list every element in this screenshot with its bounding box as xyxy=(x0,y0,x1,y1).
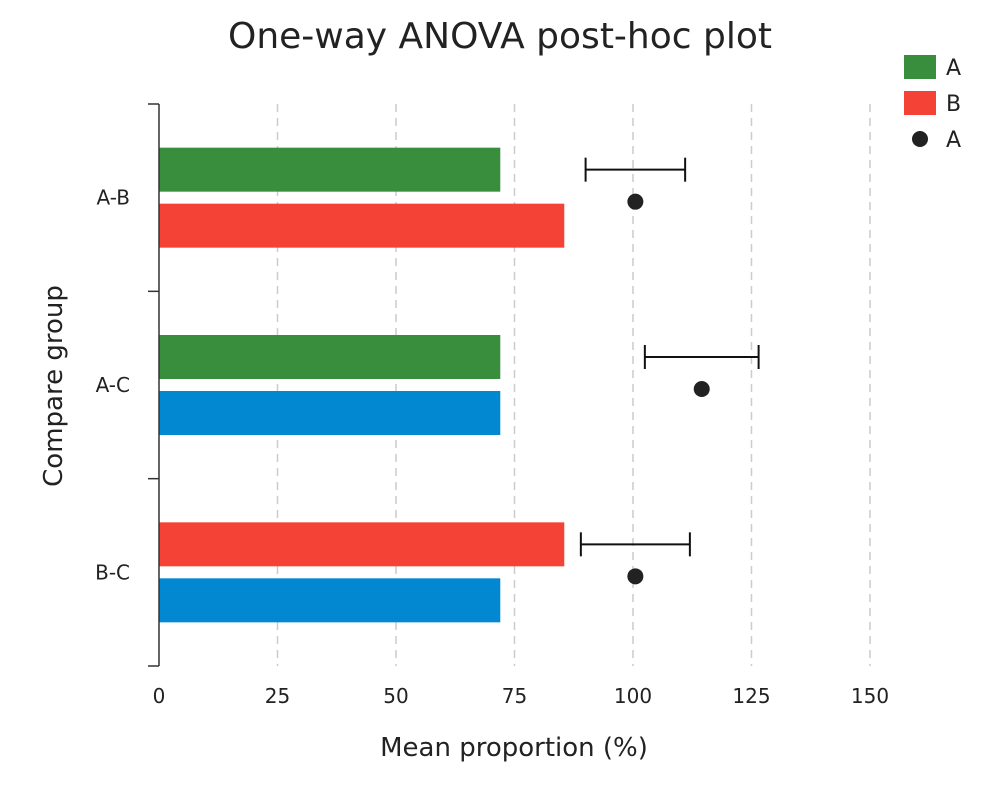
y-tick-label: A-C xyxy=(96,373,130,397)
legend-label: A xyxy=(946,128,961,153)
x-axis-label: Mean proportion (%) xyxy=(380,733,648,763)
x-ticks: 0 25 50 75 100 125 150 xyxy=(153,684,889,708)
bar xyxy=(159,203,565,248)
legend-swatch xyxy=(904,55,936,79)
bar xyxy=(159,578,501,623)
x-tick-label: 50 xyxy=(383,684,408,708)
legend-label: A xyxy=(946,56,961,81)
x-tick-label: 25 xyxy=(265,684,290,708)
legend-label: B xyxy=(946,92,961,117)
bars-layer xyxy=(159,147,565,623)
legend-point-marker xyxy=(912,131,928,147)
mean-point xyxy=(627,568,644,585)
bar xyxy=(159,335,501,379)
error-bars-layer xyxy=(579,157,760,585)
y-axis-label: Compare group xyxy=(39,285,69,487)
y-tick-label: A-B xyxy=(97,186,130,210)
x-tick-label: 150 xyxy=(851,684,889,708)
chart-title: One-way ANOVA post-hoc plot xyxy=(228,16,772,57)
y-ticks: A-B A-C B-C xyxy=(95,103,159,667)
x-tick-label: 0 xyxy=(153,684,166,708)
bar xyxy=(159,147,501,192)
legend: ABA xyxy=(904,55,961,153)
mean-point xyxy=(627,193,644,210)
bar xyxy=(159,391,501,435)
mean-point xyxy=(693,381,710,397)
x-tick-label: 125 xyxy=(732,684,770,708)
x-tick-label: 100 xyxy=(614,684,652,708)
x-tick-label: 75 xyxy=(502,684,527,708)
legend-swatch xyxy=(904,91,936,115)
bar xyxy=(159,522,565,567)
y-tick-label: B-C xyxy=(95,560,130,584)
